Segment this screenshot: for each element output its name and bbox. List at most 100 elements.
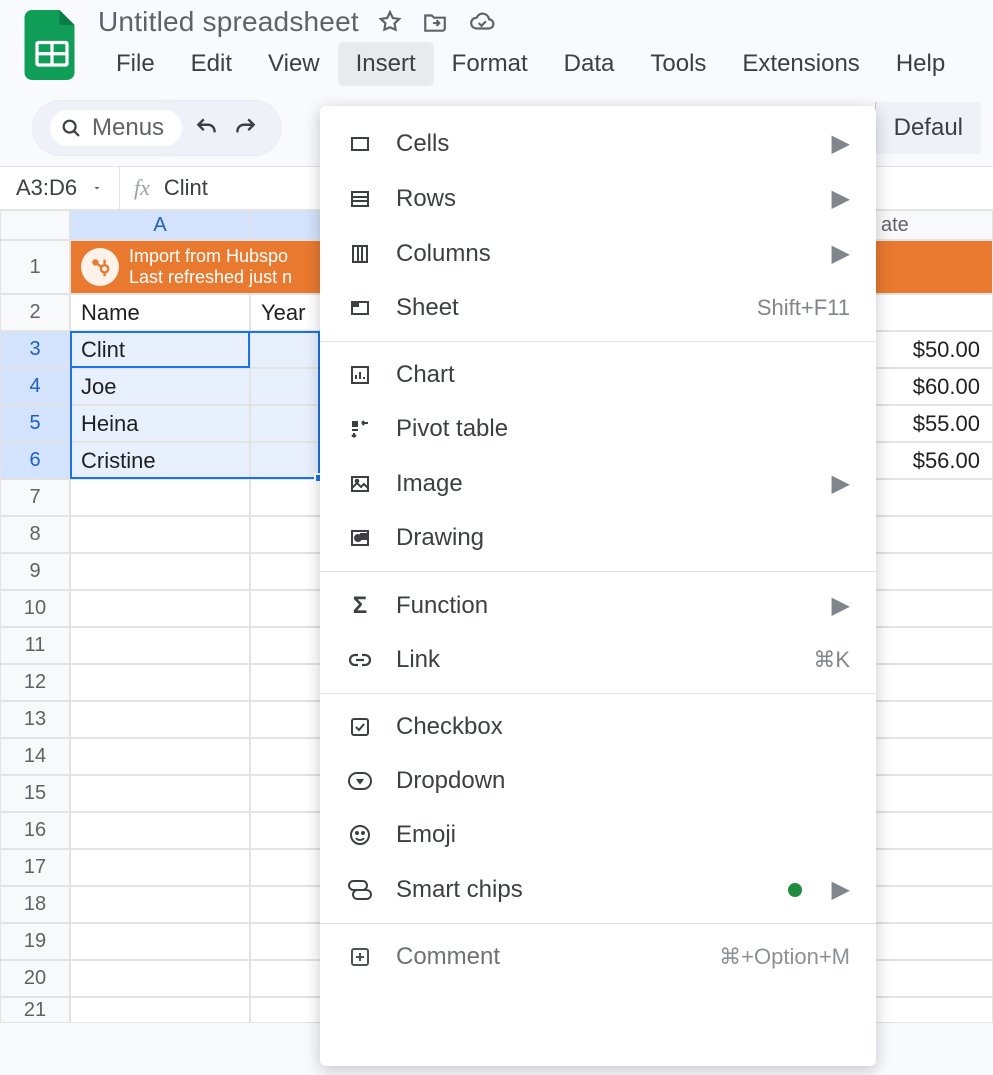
cell-A8[interactable] [70,516,250,553]
row-header-19[interactable]: 19 [0,923,70,960]
select-all-corner[interactable] [0,210,70,240]
row-header-14[interactable]: 14 [0,738,70,775]
cloud-status-icon[interactable] [467,9,497,35]
menu-item-rows[interactable]: Rows ▶ [320,171,876,226]
row-header-15[interactable]: 15 [0,775,70,812]
cell-A20[interactable] [70,960,250,997]
cell-A11[interactable] [70,627,250,664]
cell-A17[interactable] [70,849,250,886]
cell-B16[interactable] [250,812,330,849]
row-header-13[interactable]: 13 [0,701,70,738]
cell-r15[interactable] [870,775,993,812]
row-header-7[interactable]: 7 [0,479,70,516]
cell-A7[interactable] [70,479,250,516]
cell-rate-6[interactable]: $56.00 [870,442,993,479]
cell-B4[interactable] [250,368,330,405]
row-header-9[interactable]: 9 [0,553,70,590]
cell-r11[interactable] [870,627,993,664]
cell-r21[interactable] [870,997,993,1023]
menu-item-smartchips[interactable]: Smart chips ▶ [320,862,876,917]
cell-B20[interactable] [250,960,330,997]
cell-B21[interactable] [250,997,330,1023]
cell-A3[interactable]: Clint [70,331,250,368]
formula-value[interactable]: Clint [164,175,208,201]
row-header-5[interactable]: 5 [0,405,70,442]
cell-r8[interactable] [870,516,993,553]
cell-r7[interactable] [870,479,993,516]
cell-B14[interactable] [250,738,330,775]
menu-insert[interactable]: Insert [338,42,434,86]
cell-r20[interactable] [870,960,993,997]
cell-B3[interactable] [250,331,330,368]
cell-rate-5[interactable]: $55.00 [870,405,993,442]
menu-item-function[interactable]: Σ Function ▶ [320,578,876,633]
cell-B15[interactable] [250,775,330,812]
row-header-18[interactable]: 18 [0,886,70,923]
row-header-10[interactable]: 10 [0,590,70,627]
cell-B9[interactable] [250,553,330,590]
redo-icon[interactable] [232,115,258,141]
row-header-6[interactable]: 6 [0,442,70,479]
cell-B2[interactable]: Year [250,294,330,331]
row-header-21[interactable]: 21 [0,997,70,1023]
menu-edit[interactable]: Edit [173,42,250,86]
cell-rate-header[interactable] [870,294,993,331]
cell-A19[interactable] [70,923,250,960]
cell-A15[interactable] [70,775,250,812]
menu-data[interactable]: Data [546,42,633,86]
row-header-11[interactable]: 11 [0,627,70,664]
cell-B13[interactable] [250,701,330,738]
menu-item-pivot[interactable]: Pivot table [320,402,876,456]
cell-A2[interactable]: Name [70,294,250,331]
cell-A4[interactable]: Joe [70,368,250,405]
cell-A21[interactable] [70,997,250,1023]
document-title[interactable]: Untitled spreadsheet [98,6,359,38]
menu-search[interactable]: Menus [50,110,182,146]
move-folder-icon[interactable] [421,9,449,35]
cell-r14[interactable] [870,738,993,775]
cell-A12[interactable] [70,664,250,701]
row-header-20[interactable]: 20 [0,960,70,997]
cell-A14[interactable] [70,738,250,775]
undo-icon[interactable] [194,115,220,141]
cell-B19[interactable] [250,923,330,960]
menu-item-drawing[interactable]: Drawing [320,511,876,565]
cell-B17[interactable] [250,849,330,886]
menu-item-dropdown[interactable]: Dropdown [320,754,876,808]
menu-item-chart[interactable]: Chart [320,348,876,402]
cell-B11[interactable] [250,627,330,664]
cell-B7[interactable] [250,479,330,516]
cell-B12[interactable] [250,664,330,701]
hubspot-banner[interactable]: Import from Hubspo Last refreshed just n [70,240,330,294]
col-header-A[interactable]: A [70,210,250,240]
menu-tools[interactable]: Tools [632,42,724,86]
row-header-12[interactable]: 12 [0,664,70,701]
row-header-1[interactable]: 1 [0,240,70,294]
cell-A13[interactable] [70,701,250,738]
menu-view[interactable]: View [250,42,338,86]
col-header-rate-partial[interactable]: ate [870,210,993,240]
cell-r16[interactable] [870,812,993,849]
cell-B10[interactable] [250,590,330,627]
cell-r13[interactable] [870,701,993,738]
menu-format[interactable]: Format [434,42,546,86]
row-header-2[interactable]: 2 [0,294,70,331]
cell-r17[interactable] [870,849,993,886]
cell-rate-3[interactable]: $50.00 [870,331,993,368]
row-header-17[interactable]: 17 [0,849,70,886]
menu-item-comment[interactable]: Comment ⌘+Option+M [320,930,876,984]
menu-extensions[interactable]: Extensions [724,42,877,86]
cell-A6[interactable]: Cristine [70,442,250,479]
name-box[interactable]: A3:D6 [0,167,120,209]
cell-A10[interactable] [70,590,250,627]
row-header-8[interactable]: 8 [0,516,70,553]
cell-A18[interactable] [70,886,250,923]
row-header-3[interactable]: 3 [0,331,70,368]
cell-B18[interactable] [250,886,330,923]
star-icon[interactable] [377,9,403,35]
cell-A9[interactable] [70,553,250,590]
cell-r19[interactable] [870,923,993,960]
cell-rate-4[interactable]: $60.00 [870,368,993,405]
font-selector[interactable]: Defaul [875,102,981,154]
cell-B8[interactable] [250,516,330,553]
